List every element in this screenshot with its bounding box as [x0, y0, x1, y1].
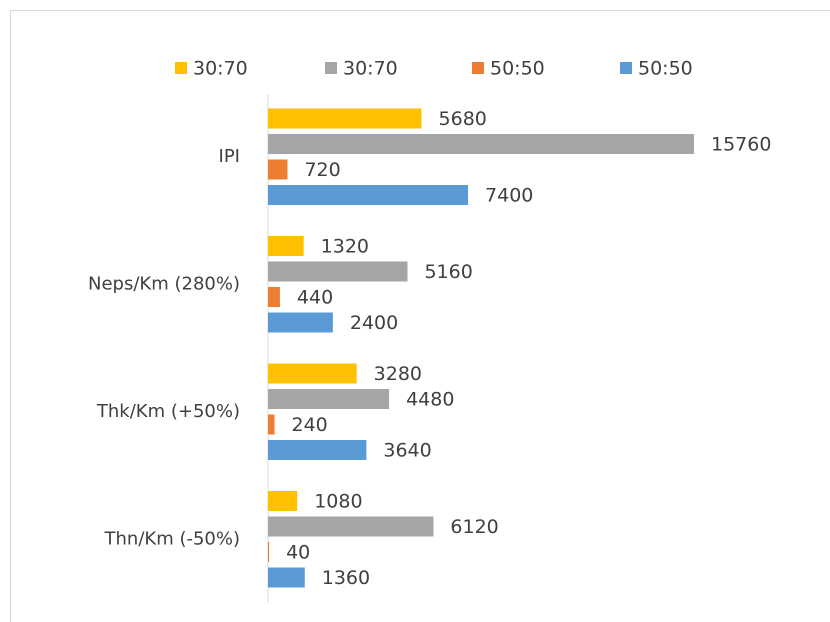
bar: [268, 516, 434, 537]
value-label: 6120: [450, 516, 498, 538]
value-label: 40: [286, 542, 310, 564]
bar: [268, 312, 333, 333]
bar: [268, 389, 390, 409]
value-label: 5160: [424, 261, 472, 283]
value-label: 3280: [374, 363, 422, 385]
legend-swatch: [175, 62, 187, 74]
value-label: 1320: [321, 236, 369, 258]
legend-swatch: [325, 62, 337, 74]
legend-label: 50:50: [638, 58, 693, 80]
bar: [268, 363, 357, 384]
value-label: 7400: [485, 185, 533, 207]
bar: [268, 185, 469, 205]
bar: [268, 414, 275, 435]
bar: [268, 440, 367, 460]
bar: [268, 108, 422, 129]
bar: [268, 542, 270, 562]
chart-frame: [10, 10, 830, 622]
value-label: 5680: [439, 108, 487, 130]
value-label: 2400: [350, 312, 398, 334]
bar: [268, 567, 305, 588]
value-label: 4480: [406, 389, 454, 411]
bar: [268, 261, 408, 282]
value-label: 1080: [314, 491, 362, 513]
category-label: IPI: [219, 146, 240, 167]
value-label: 720: [304, 159, 340, 181]
value-label: 1360: [322, 567, 370, 589]
category-label: Thk/Km (+50%): [96, 401, 240, 422]
legend-swatch: [472, 62, 484, 74]
bar: [268, 287, 280, 307]
legend-label: 30:70: [343, 58, 398, 80]
value-label: 440: [297, 287, 333, 309]
value-label: 240: [291, 414, 327, 436]
bar: [268, 491, 298, 511]
legend-label: 50:50: [490, 58, 545, 80]
legend-swatch: [620, 62, 632, 74]
value-label: 15760: [711, 134, 771, 156]
value-label: 3640: [383, 440, 431, 462]
bar: [268, 159, 288, 180]
bar: [268, 134, 694, 154]
bar: [268, 236, 304, 256]
legend-label: 30:70: [193, 58, 248, 80]
category-label: Neps/Km (280%): [88, 273, 240, 294]
category-label: Thn/Km (-50%): [104, 528, 240, 549]
